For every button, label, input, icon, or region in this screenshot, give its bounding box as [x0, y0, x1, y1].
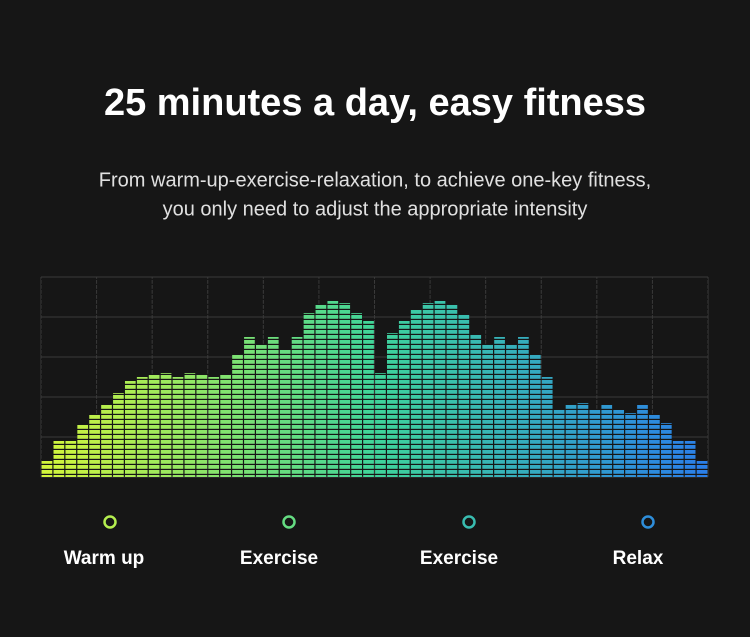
subtitle: you only need to adjust the appropriate …	[163, 198, 588, 220]
stage-marker	[462, 515, 476, 529]
stage-label: Exercise	[420, 548, 498, 569]
stage-marker	[641, 515, 655, 529]
stage-label: Exercise	[240, 548, 318, 569]
stage-label: Relax	[613, 548, 664, 569]
title: 25 minutes a day, easy fitness	[104, 82, 646, 124]
stage-marker	[282, 515, 296, 529]
segment-overlay	[41, 277, 708, 477]
stage-marker	[103, 515, 117, 529]
subtitle: From warm-up-exercise-relaxation, to ach…	[99, 169, 651, 191]
stage-label: Warm up	[64, 548, 145, 569]
